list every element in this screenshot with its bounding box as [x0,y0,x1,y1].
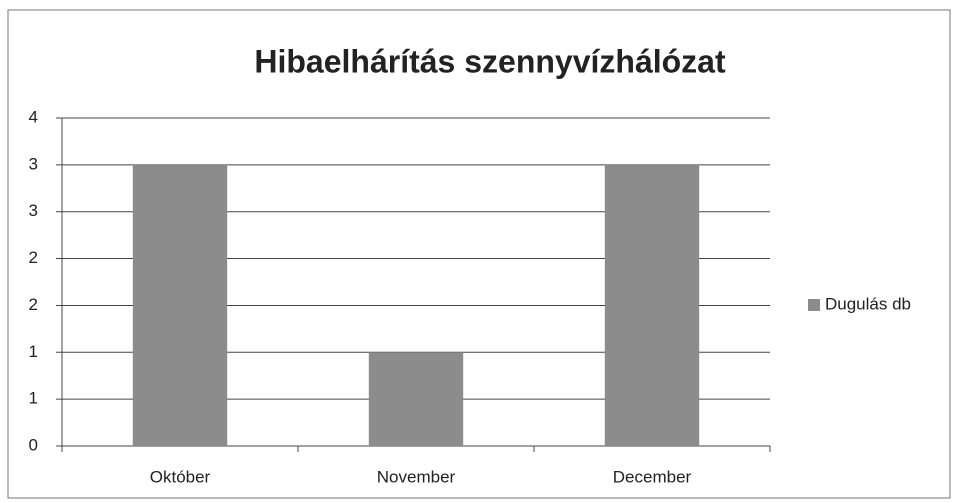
y-tick-label: 2 [29,248,38,267]
y-tick-label: 3 [29,201,38,220]
y-tick-label: 3 [29,154,38,173]
x-tick-label: November [377,467,456,486]
bar [604,164,700,446]
bar [132,164,228,446]
legend-swatch [808,299,820,311]
x-tick-label: December [613,467,692,486]
y-tick-label: 4 [29,107,38,126]
chart-title: Hibaelhárítás szennyvízhálózat [254,43,726,79]
bar [368,352,464,446]
y-tick-label: 1 [29,389,38,408]
y-tick-label: 1 [29,342,38,361]
y-tick-label: 0 [29,435,38,454]
y-tick-label: 2 [29,295,38,314]
legend-label: Dugulás db [825,294,911,313]
x-tick-label: Október [150,467,211,486]
